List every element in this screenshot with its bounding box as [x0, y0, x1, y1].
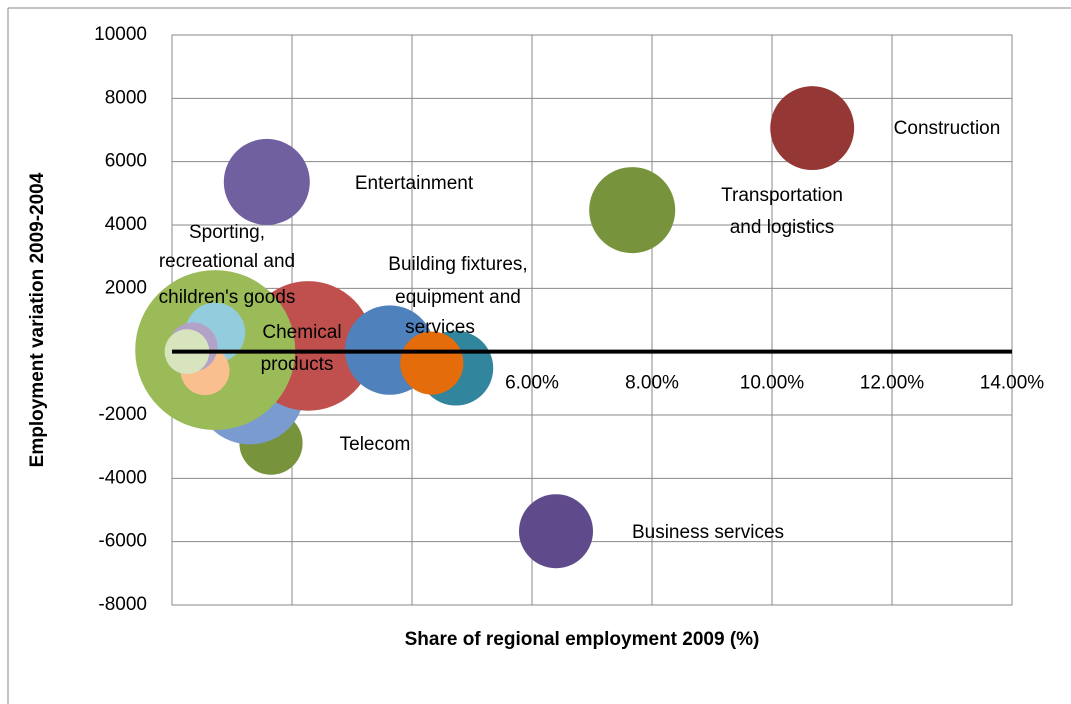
x-axis-title: Share of regional employment 2009 (%): [405, 629, 760, 650]
annotation: Telecom: [340, 434, 411, 455]
annotation: Entertainment: [355, 173, 474, 194]
annotation: Building fixtures,: [388, 254, 527, 275]
bubble: [400, 331, 464, 395]
annotation: Chemical: [262, 322, 341, 343]
y-tick-label: 8000: [105, 87, 147, 108]
bubble: [518, 494, 594, 569]
annotation: equipment and: [395, 287, 521, 308]
annotation: Construction: [894, 118, 1001, 139]
y-tick-label: -2000: [98, 404, 147, 425]
annotation: children's goods: [159, 287, 296, 308]
y-tick-label: -4000: [98, 467, 147, 488]
annotation: Sporting,: [189, 222, 265, 243]
y-tick-label: 4000: [105, 214, 147, 235]
y-tick-label: -8000: [98, 594, 147, 615]
y-tick-label: 10000: [94, 24, 147, 45]
bubble: [770, 86, 855, 171]
annotation: Transportation: [721, 185, 843, 206]
annotation: services: [405, 317, 475, 338]
bubble: [223, 138, 310, 225]
y-tick-label: 6000: [105, 151, 147, 172]
x-tick-label: 12.00%: [860, 373, 925, 394]
x-tick-label: 8.00%: [625, 373, 679, 394]
x-tick-label: 14.00%: [980, 373, 1045, 394]
annotation: and logistics: [730, 217, 835, 238]
x-tick-label: 6.00%: [505, 373, 559, 394]
bubble: [589, 167, 676, 254]
annotation: products: [261, 354, 334, 375]
x-tick-label: 10.00%: [740, 373, 805, 394]
annotation: Business services: [632, 522, 784, 543]
annotation: recreational and: [159, 251, 295, 272]
y-axis-title: Employment variation 2009-2004: [27, 172, 48, 467]
y-tick-label: 2000: [105, 277, 147, 298]
y-tick-label: -6000: [98, 531, 147, 552]
